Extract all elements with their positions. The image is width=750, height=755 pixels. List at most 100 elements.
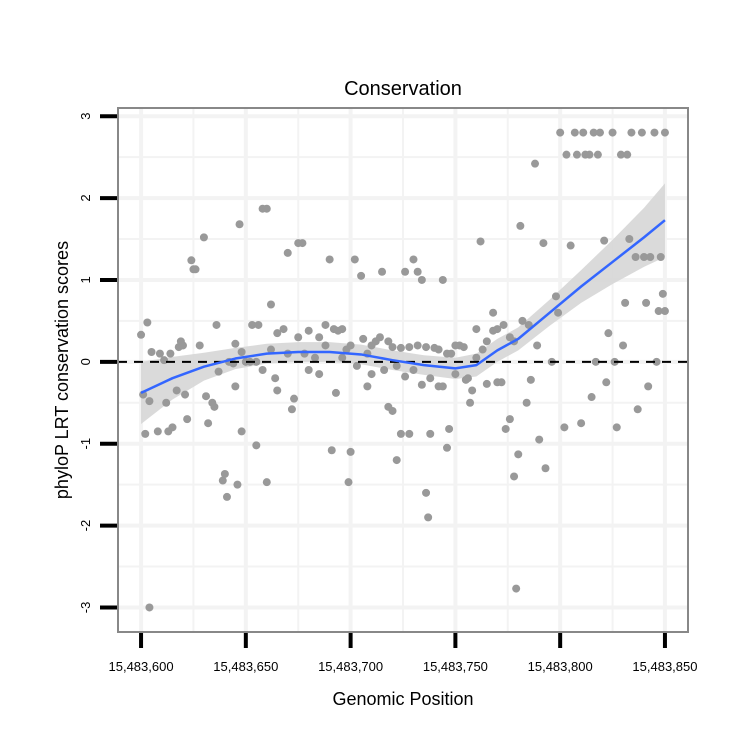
data-point (405, 429, 414, 438)
data-point (147, 347, 156, 356)
data-point (595, 128, 604, 137)
data-point (417, 275, 426, 284)
data-point (266, 345, 275, 354)
data-point (510, 472, 519, 481)
data-point (145, 603, 154, 612)
data-point (315, 370, 324, 379)
data-point (401, 267, 410, 276)
data-point (459, 343, 468, 352)
y-axis-label: phyloP LRT conservation scores (52, 241, 72, 499)
data-point (254, 320, 263, 329)
data-point (579, 128, 588, 137)
data-point (304, 366, 313, 374)
data-point (388, 343, 397, 352)
data-point (501, 424, 510, 433)
data-point (202, 392, 211, 401)
data-point (195, 341, 204, 350)
data-point (168, 423, 177, 432)
data-point (497, 378, 506, 387)
x-tick-label: 15,483,750 (423, 659, 488, 674)
data-point (604, 329, 613, 338)
data-point (187, 256, 196, 265)
data-point (346, 341, 355, 350)
data-point (392, 456, 401, 465)
data-point (166, 349, 175, 358)
data-point (310, 353, 319, 362)
data-point (505, 415, 514, 424)
data-point (266, 300, 275, 309)
data-point (357, 271, 366, 280)
data-point (231, 382, 240, 391)
points (137, 128, 669, 612)
data-point (321, 320, 330, 329)
data-point (531, 159, 540, 168)
data-point (172, 386, 181, 395)
data-point (541, 464, 550, 473)
data-point (627, 128, 636, 137)
data-point (392, 361, 401, 370)
data-point (248, 320, 257, 329)
data-point (384, 337, 393, 346)
data-point (210, 402, 219, 411)
data-point (499, 320, 508, 329)
data-point (315, 333, 324, 342)
data-point (608, 128, 617, 137)
x-axis-label: Genomic Position (332, 689, 473, 709)
panel-border (117, 107, 689, 633)
data-point (409, 255, 418, 264)
data-point (516, 221, 525, 230)
data-point (287, 405, 296, 414)
data-point (334, 326, 343, 335)
data-point (512, 584, 521, 593)
data-point (482, 337, 491, 346)
data-point (426, 374, 435, 383)
data-point (612, 423, 621, 432)
data-point (262, 478, 271, 487)
data-point (522, 398, 531, 407)
data-point (283, 248, 292, 257)
loess-curve (140, 219, 666, 395)
data-point (183, 415, 192, 424)
data-point (262, 204, 271, 213)
data-point (535, 435, 544, 444)
data-point (271, 374, 280, 383)
x-tick-label: 15,483,800 (528, 659, 593, 674)
data-point (639, 253, 648, 262)
data-point (220, 469, 229, 478)
data-point (650, 128, 659, 137)
data-point (476, 237, 485, 246)
data-point (350, 255, 359, 264)
data-point (212, 320, 221, 329)
data-point (325, 255, 334, 264)
x-tick-label: 15,483,850 (632, 659, 697, 674)
data-point (493, 325, 502, 334)
data-point (252, 441, 261, 450)
data-point (600, 236, 609, 245)
data-point (445, 424, 454, 433)
y-tick-label: -1 (78, 438, 93, 450)
data-point (363, 382, 372, 391)
x-axis: 15,483,600 15,483,650 15,483,700 15,483,750… (109, 633, 697, 674)
data-point (566, 241, 575, 250)
data-point (298, 239, 307, 248)
data-point (560, 423, 569, 432)
data-point (562, 150, 571, 159)
data-point (153, 427, 162, 436)
data-point (602, 378, 611, 387)
data-point (143, 318, 152, 327)
data-point (637, 128, 646, 137)
data-point (466, 398, 475, 407)
y-tick-label: 2 (78, 194, 93, 201)
data-point (346, 447, 355, 456)
data-point (642, 298, 651, 307)
data-point (572, 150, 581, 159)
smooth-line (140, 219, 666, 395)
data-point (451, 370, 460, 379)
data-point (593, 150, 602, 159)
data-point (344, 478, 353, 487)
data-point (218, 476, 227, 485)
data-point (413, 341, 422, 350)
data-point (409, 366, 418, 374)
x-tick-label: 15,483,650 (213, 659, 278, 674)
